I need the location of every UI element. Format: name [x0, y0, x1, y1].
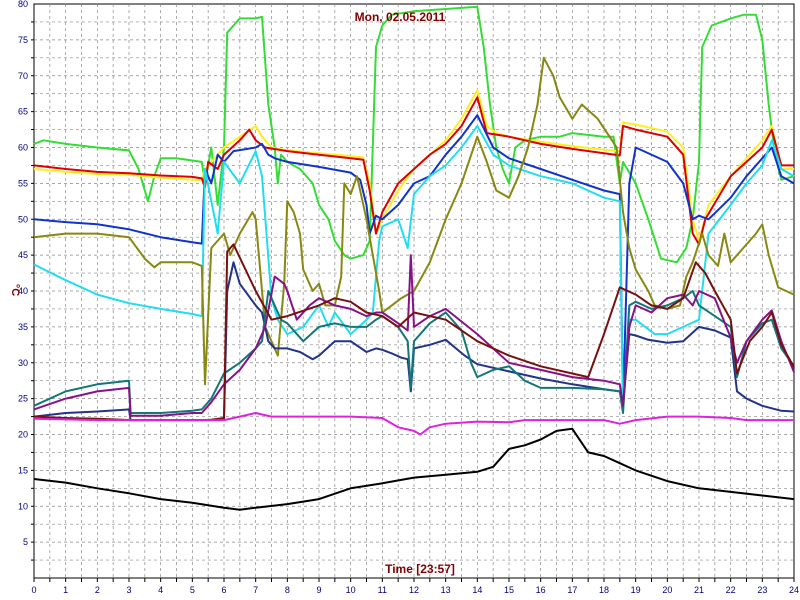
y-tick-label: 70: [18, 71, 28, 81]
x-tick-label: 17: [567, 585, 577, 595]
series-line-9: [33, 254, 795, 417]
x-tick-label: 0: [31, 585, 36, 595]
x-tick-label: 1: [63, 585, 68, 595]
x-tick-label: 24: [789, 585, 799, 595]
x-tick-label: 3: [126, 585, 131, 595]
x-tick-label: 11: [378, 585, 387, 595]
x-tick-label: 22: [726, 585, 736, 595]
x-tick-label: 15: [504, 585, 514, 595]
y-tick-label: 20: [18, 430, 28, 440]
y-axis-label: °C: [9, 284, 21, 296]
x-tick-label: 2: [95, 585, 100, 595]
x-tick-label: 16: [536, 585, 546, 595]
y-tick-label: 40: [18, 286, 28, 296]
y-tick-label: 75: [18, 35, 28, 45]
x-tick-label: 8: [285, 585, 290, 595]
y-tick-label: 10: [18, 501, 28, 511]
x-tick-label: 19: [631, 585, 641, 595]
series-line-3: [33, 96, 794, 246]
y-tick-label: 45: [18, 250, 28, 260]
y-tick-label: 50: [18, 214, 28, 224]
series-line-4: [33, 114, 795, 407]
x-tick-label: 12: [409, 585, 419, 595]
series-line-11: [33, 412, 794, 436]
x-tick-label: 10: [346, 585, 356, 595]
y-tick-label: 30: [18, 358, 28, 368]
x-tick-label: 23: [757, 585, 767, 595]
grid: [31, 4, 795, 582]
x-tick-label: 14: [472, 585, 482, 595]
series-line-5: [33, 125, 795, 414]
x-tick-label: 13: [441, 585, 451, 595]
x-axis-label: Time [23:57]: [385, 562, 455, 576]
y-tick-label: 5: [23, 537, 28, 547]
series-line-8: [33, 290, 795, 414]
x-tick-label: 5: [190, 585, 195, 595]
x-tick-labels: 0 1 2 3 4 5 6 7 8 9 10 11 12 13 14 15 16 17 18 19 20 21 22 23 24: [31, 585, 799, 595]
x-tick-label: 18: [599, 585, 609, 595]
x-tick-label: 9: [316, 585, 321, 595]
y-tick-label: 15: [18, 465, 28, 475]
y-tick-label: 60: [18, 143, 28, 153]
x-tick-label: 7: [253, 585, 258, 595]
y-tick-label: 25: [18, 394, 28, 404]
y-tick-label: 35: [18, 322, 28, 332]
y-tick-label: 65: [18, 107, 28, 117]
chart-title: Mon, 02.05.2011: [355, 10, 446, 24]
x-tick-label: 6: [221, 585, 226, 595]
series-group: [33, 5, 795, 511]
y-tick-label: 80: [18, 0, 28, 9]
series-line-12: [33, 427, 795, 511]
y-tick-labels: 5 10 15 20 25 30 35 40 45 50 55 60 65 70 75 80: [18, 0, 28, 547]
x-tick-label: 20: [662, 585, 672, 595]
x-tick-label: 21: [694, 585, 704, 595]
y-tick-label: 55: [18, 178, 28, 188]
x-tick-label: 4: [158, 585, 163, 595]
